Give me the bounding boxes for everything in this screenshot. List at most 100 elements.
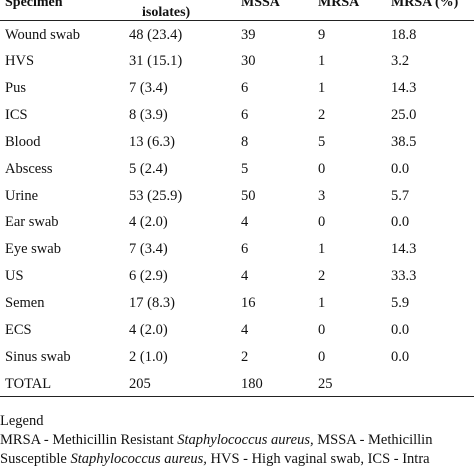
header-mssa: MSSA	[241, 0, 280, 10]
mssa-cell: 5	[241, 161, 249, 177]
mssa-cell: 2	[241, 349, 249, 365]
mrsa-cell: 0	[318, 349, 326, 365]
legend-text: MRSA - Methicillin Resistant	[0, 432, 178, 448]
specimen-cell: TOTAL	[5, 376, 52, 392]
header-specimen: Specimen	[5, 0, 63, 10]
mrsa-percent-cell: 38.5	[391, 134, 417, 150]
mrsa-cell: 0	[318, 214, 326, 230]
isolates-cell: 205	[129, 376, 151, 392]
mrsa-percent-cell: 14.3	[391, 80, 417, 96]
legend-text: MSSA - Methicillin	[313, 432, 433, 448]
mrsa-percent-cell: 3.2	[391, 53, 410, 69]
specimen-cell: Urine	[5, 188, 39, 204]
isolates-cell: 4 (2.0)	[129, 214, 168, 230]
table-row: Urine 53 (25.9) 50 3 5.7	[0, 183, 474, 209]
mrsa-cell: 5	[318, 134, 326, 150]
mrsa-cell: 2	[318, 107, 326, 123]
table-legend: Legend MRSA - Methicillin Resistant Stap…	[0, 412, 474, 469]
mssa-cell: 6	[241, 107, 249, 123]
isolates-cell: 6 (2.9)	[129, 268, 168, 284]
specimen-cell: Abscess	[5, 161, 53, 177]
mrsa-cell: 9	[318, 27, 326, 43]
isolates-cell: 7 (3.4)	[129, 241, 168, 257]
legend-line-1: MRSA - Methicillin Resistant Staphylococ…	[0, 431, 474, 450]
mrsa-percent-cell: 14.3	[391, 241, 417, 257]
mrsa-percent-cell: 0.0	[391, 214, 410, 230]
specimen-cell: Eye swab	[5, 241, 61, 257]
mssa-cell: 6	[241, 80, 249, 96]
legend-text: HVS - High vaginal swab, ICS - Intra	[206, 451, 430, 467]
isolates-cell: 31 (15.1)	[129, 53, 183, 69]
mrsa-cell: 1	[318, 295, 326, 311]
mrsa-percent-cell: 5.9	[391, 295, 410, 311]
header-isolates: isolates)	[142, 5, 191, 20]
specimen-cell: Blood	[5, 134, 41, 150]
mrsa-cell: 1	[318, 241, 326, 257]
mssa-cell: 6	[241, 241, 249, 257]
specimen-cell: Ear swab	[5, 214, 59, 230]
mrsa-percent-cell: 0.0	[391, 349, 410, 365]
mssa-cell: 4	[241, 214, 249, 230]
table-row: Wound swab 48 (23.4) 39 9 18.8	[0, 22, 474, 48]
specimen-cell: ECS	[5, 322, 32, 338]
table-row: US 6 (2.9) 4 2 33.3	[0, 263, 474, 289]
specimen-cell: Wound swab	[5, 27, 80, 43]
bottom-rule	[0, 396, 474, 397]
legend-italic-text: Staphylococcus aureus,	[70, 451, 207, 467]
mrsa-cell: 2	[318, 268, 326, 284]
mrsa-cell: 0	[318, 161, 326, 177]
mssa-cell: 16	[241, 295, 256, 311]
isolates-cell: 53 (25.9)	[129, 188, 183, 204]
mrsa-percent-cell: 0.0	[391, 322, 410, 338]
mrsa-percent-cell: 33.3	[391, 268, 417, 284]
table-row: HVS 31 (15.1) 30 1 3.2	[0, 48, 474, 74]
specimen-cell: HVS	[5, 53, 35, 69]
header-mrsa-percent: MRSA (%)	[391, 0, 459, 10]
isolates-cell: 7 (3.4)	[129, 80, 168, 96]
isolates-cell: 8 (3.9)	[129, 107, 168, 123]
table-row: ECS 4 (2.0) 4 0 0.0	[0, 317, 474, 343]
mssa-cell: 180	[241, 376, 263, 392]
header-mrsa: MRSA	[318, 0, 360, 10]
specimen-cell: US	[5, 268, 24, 284]
specimen-cell: Semen	[5, 295, 45, 311]
isolates-cell: 4 (2.0)	[129, 322, 168, 338]
isolates-cell: 5 (2.4)	[129, 161, 168, 177]
mrsa-percent-cell: 25.0	[391, 107, 417, 123]
table-row: Ear swab 4 (2.0) 4 0 0.0	[0, 209, 474, 235]
table-row: Semen 17 (8.3) 16 1 5.9	[0, 290, 474, 316]
table-row: Blood 13 (6.3) 8 5 38.5	[0, 129, 474, 155]
table-row: Abscess 5 (2.4) 5 0 0.0	[0, 156, 474, 182]
mssa-cell: 8	[241, 134, 249, 150]
mrsa-cell: 3	[318, 188, 326, 204]
mrsa-percent-cell: 0.0	[391, 161, 410, 177]
mssa-cell: 39	[241, 27, 256, 43]
header-rule	[0, 20, 474, 21]
table-row: Sinus swab 2 (1.0) 2 0 0.0	[0, 344, 474, 370]
mssa-cell: 4	[241, 322, 249, 338]
mrsa-cell: 1	[318, 53, 326, 69]
specimen-cell: Sinus swab	[5, 349, 71, 365]
specimen-cell: Pus	[5, 80, 26, 96]
mrsa-percent-cell: 5.7	[391, 188, 410, 204]
mrsa-percent-cell: 18.8	[391, 27, 417, 43]
table-row-total: TOTAL 205 180 25	[0, 371, 474, 397]
mssa-cell: 30	[241, 53, 256, 69]
table-row: Pus 7 (3.4) 6 1 14.3	[0, 75, 474, 101]
mrsa-cell: 0	[318, 322, 326, 338]
isolates-cell: 48 (23.4)	[129, 27, 183, 43]
legend-text: Susceptible	[0, 451, 71, 467]
mssa-cell: 50	[241, 188, 256, 204]
mrsa-cell: 1	[318, 80, 326, 96]
table-header: Specimen isolates) MSSA MRSA MRSA (%)	[0, 0, 474, 22]
mrsa-cell: 25	[318, 376, 333, 392]
legend-line-2: Susceptible Staphylococcus aureus, HVS -…	[0, 450, 474, 469]
mssa-cell: 4	[241, 268, 249, 284]
isolates-cell: 13 (6.3)	[129, 134, 175, 150]
isolates-cell: 17 (8.3)	[129, 295, 175, 311]
legend-italic-text: Staphylococcus aureus,	[177, 432, 314, 448]
specimen-cell: ICS	[5, 107, 28, 123]
table-row: Eye swab 7 (3.4) 6 1 14.3	[0, 236, 474, 262]
isolates-cell: 2 (1.0)	[129, 349, 168, 365]
